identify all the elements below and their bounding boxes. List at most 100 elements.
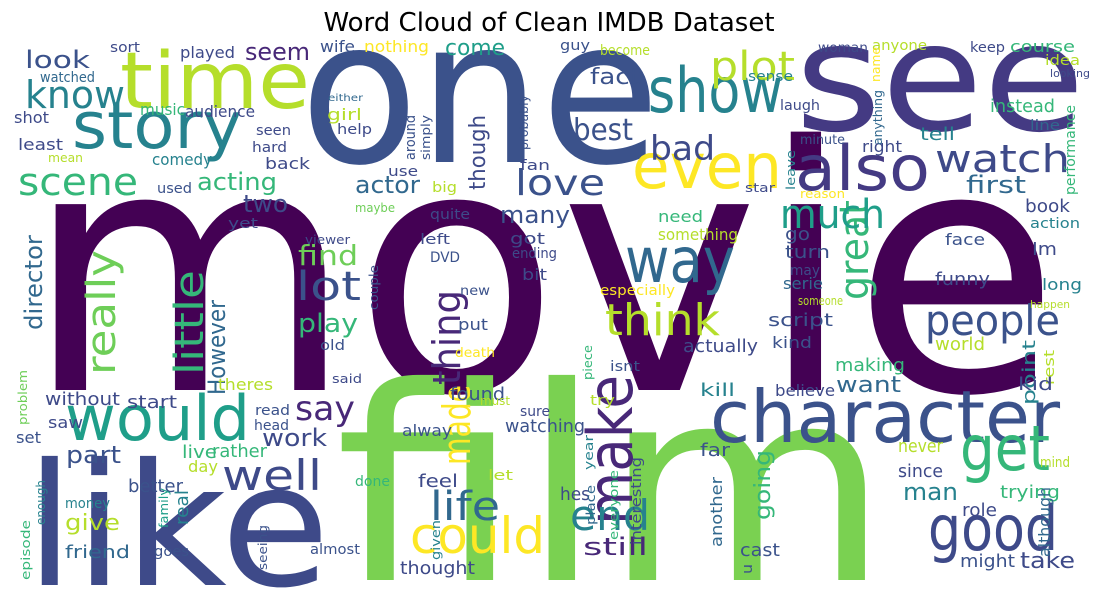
word: said <box>332 372 362 386</box>
word: real <box>172 490 193 525</box>
word: although <box>1035 487 1054 557</box>
word: story <box>72 89 242 164</box>
word: may <box>790 263 820 279</box>
word: scene <box>18 160 138 204</box>
word: audience <box>185 102 255 121</box>
word: happen <box>1030 298 1070 311</box>
word: enough <box>34 480 48 525</box>
word: tell <box>920 124 955 145</box>
word: death <box>455 346 495 361</box>
word: way <box>625 224 735 297</box>
word: something <box>658 225 738 244</box>
word: funny <box>935 269 990 290</box>
word: well <box>222 451 322 500</box>
word: kid <box>1018 374 1053 395</box>
word: mean <box>48 151 83 165</box>
word: time <box>120 37 310 127</box>
word: minute <box>800 133 845 148</box>
word: problem <box>16 370 30 425</box>
word: book <box>1025 196 1071 217</box>
word: almost <box>310 542 361 558</box>
word: fact <box>590 65 640 90</box>
word: never <box>898 436 944 457</box>
word: Im <box>1032 239 1057 260</box>
word: actor <box>355 171 420 199</box>
word: give <box>65 511 120 536</box>
word: thing <box>425 290 469 385</box>
word: interesting <box>629 457 645 545</box>
word: star <box>745 181 775 195</box>
word: reason <box>800 187 845 201</box>
word: thought <box>400 558 475 579</box>
word: though <box>466 115 491 190</box>
word: money <box>65 496 110 512</box>
word: sure <box>520 404 550 420</box>
word: someone <box>798 294 843 308</box>
word: sort <box>110 40 141 56</box>
word: probably <box>517 95 531 150</box>
word: script <box>768 310 833 331</box>
word: feel <box>418 471 458 492</box>
word: shot <box>14 108 49 127</box>
word: still <box>583 533 648 561</box>
word: music <box>140 100 185 119</box>
word: plot <box>710 44 795 90</box>
word: world <box>935 334 985 355</box>
word: year <box>582 435 596 470</box>
word: sense <box>748 69 793 85</box>
word: episode <box>19 520 33 580</box>
word: man <box>903 478 958 506</box>
word: two <box>243 190 288 218</box>
word: family <box>157 488 171 528</box>
word: another <box>707 477 726 547</box>
word: first <box>966 171 1026 199</box>
word: come <box>445 36 505 61</box>
word: nothing <box>364 37 429 56</box>
word: mind <box>1040 455 1070 471</box>
word: actually <box>683 336 758 357</box>
word: movie <box>25 75 1060 471</box>
word: viewer <box>305 233 350 247</box>
word: much <box>780 192 885 238</box>
word: believe <box>775 381 835 400</box>
word: name <box>869 47 883 82</box>
word: friend <box>65 542 130 563</box>
word: simply <box>419 115 433 160</box>
word: set <box>16 428 41 447</box>
word: right <box>862 137 902 156</box>
word: get <box>960 412 1050 485</box>
word: However <box>203 300 231 395</box>
word: performance <box>1063 105 1079 195</box>
word: turn <box>785 242 830 263</box>
word: many <box>500 201 570 229</box>
word: especially <box>600 283 675 299</box>
word: fan <box>520 158 550 174</box>
word: quite <box>430 207 470 223</box>
word: going <box>751 450 776 520</box>
word: trying <box>1000 482 1060 503</box>
word: found <box>450 384 505 405</box>
word: character <box>710 375 1060 459</box>
word: everyone <box>607 470 621 540</box>
word: looking <box>1050 67 1090 80</box>
chart-title: Word Cloud of Clean IMDB Dataset <box>323 8 774 38</box>
word: bit <box>522 265 547 284</box>
word: kind <box>772 333 812 352</box>
word: seem <box>245 38 310 66</box>
word: either <box>328 93 364 104</box>
word: serie <box>783 274 823 293</box>
word: watched <box>40 70 95 86</box>
word: role <box>962 500 997 521</box>
word: laugh <box>780 98 820 114</box>
word: course <box>1010 37 1075 56</box>
word: alway <box>402 421 452 440</box>
word: kill <box>700 380 735 401</box>
word: people <box>925 296 1060 345</box>
word: better <box>128 476 184 497</box>
word: help <box>337 122 372 138</box>
word: think <box>605 295 721 346</box>
word: big <box>432 180 457 196</box>
word: could <box>410 507 545 565</box>
